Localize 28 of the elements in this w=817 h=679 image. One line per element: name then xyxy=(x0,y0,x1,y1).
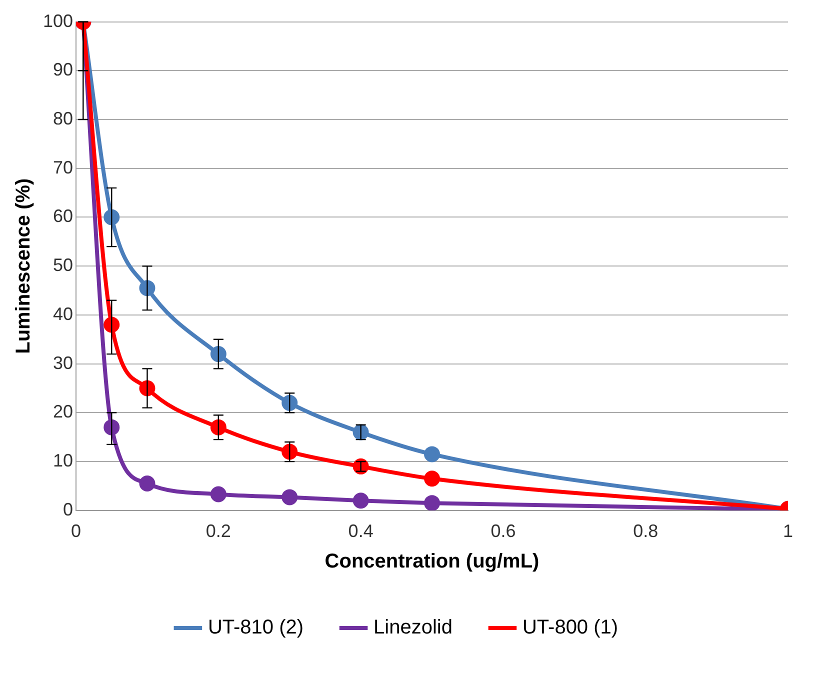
legend-label: UT-800 (1) xyxy=(522,616,618,639)
y-tick-label: 20 xyxy=(53,402,74,422)
point xyxy=(424,470,440,487)
point xyxy=(424,446,440,462)
y-tick-label: 50 xyxy=(53,255,74,276)
point xyxy=(282,489,298,506)
point xyxy=(139,476,156,492)
x-tick-label: 1 xyxy=(782,521,794,542)
y-tick-label: 70 xyxy=(53,157,74,178)
y-tick-label: 60 xyxy=(53,206,74,226)
y-axis-title: Luminescence (%) xyxy=(12,178,35,354)
legend-label: UT-810 (2) xyxy=(208,616,304,639)
y-tick-label: 40 xyxy=(53,304,74,324)
y-tick-label: 80 xyxy=(53,108,74,128)
point xyxy=(210,486,226,502)
y-tick-label: 10 xyxy=(53,450,74,471)
x-tick-label: 0.4 xyxy=(348,521,374,542)
y-tick-label: 30 xyxy=(53,352,74,373)
y-tick-label: 0 xyxy=(63,499,74,520)
point xyxy=(352,492,369,509)
x-axis-title: Concentration (ug/mL) xyxy=(324,550,540,573)
point xyxy=(424,495,440,510)
x-tick-label: 0.8 xyxy=(633,521,658,542)
x-tick-label: 0.6 xyxy=(490,521,516,542)
y-tick-label: 90 xyxy=(53,60,74,80)
legend-label: Linezolid xyxy=(374,616,452,639)
y-tick-label: 100 xyxy=(42,10,74,31)
x-tick-label: 0.2 xyxy=(206,521,231,542)
